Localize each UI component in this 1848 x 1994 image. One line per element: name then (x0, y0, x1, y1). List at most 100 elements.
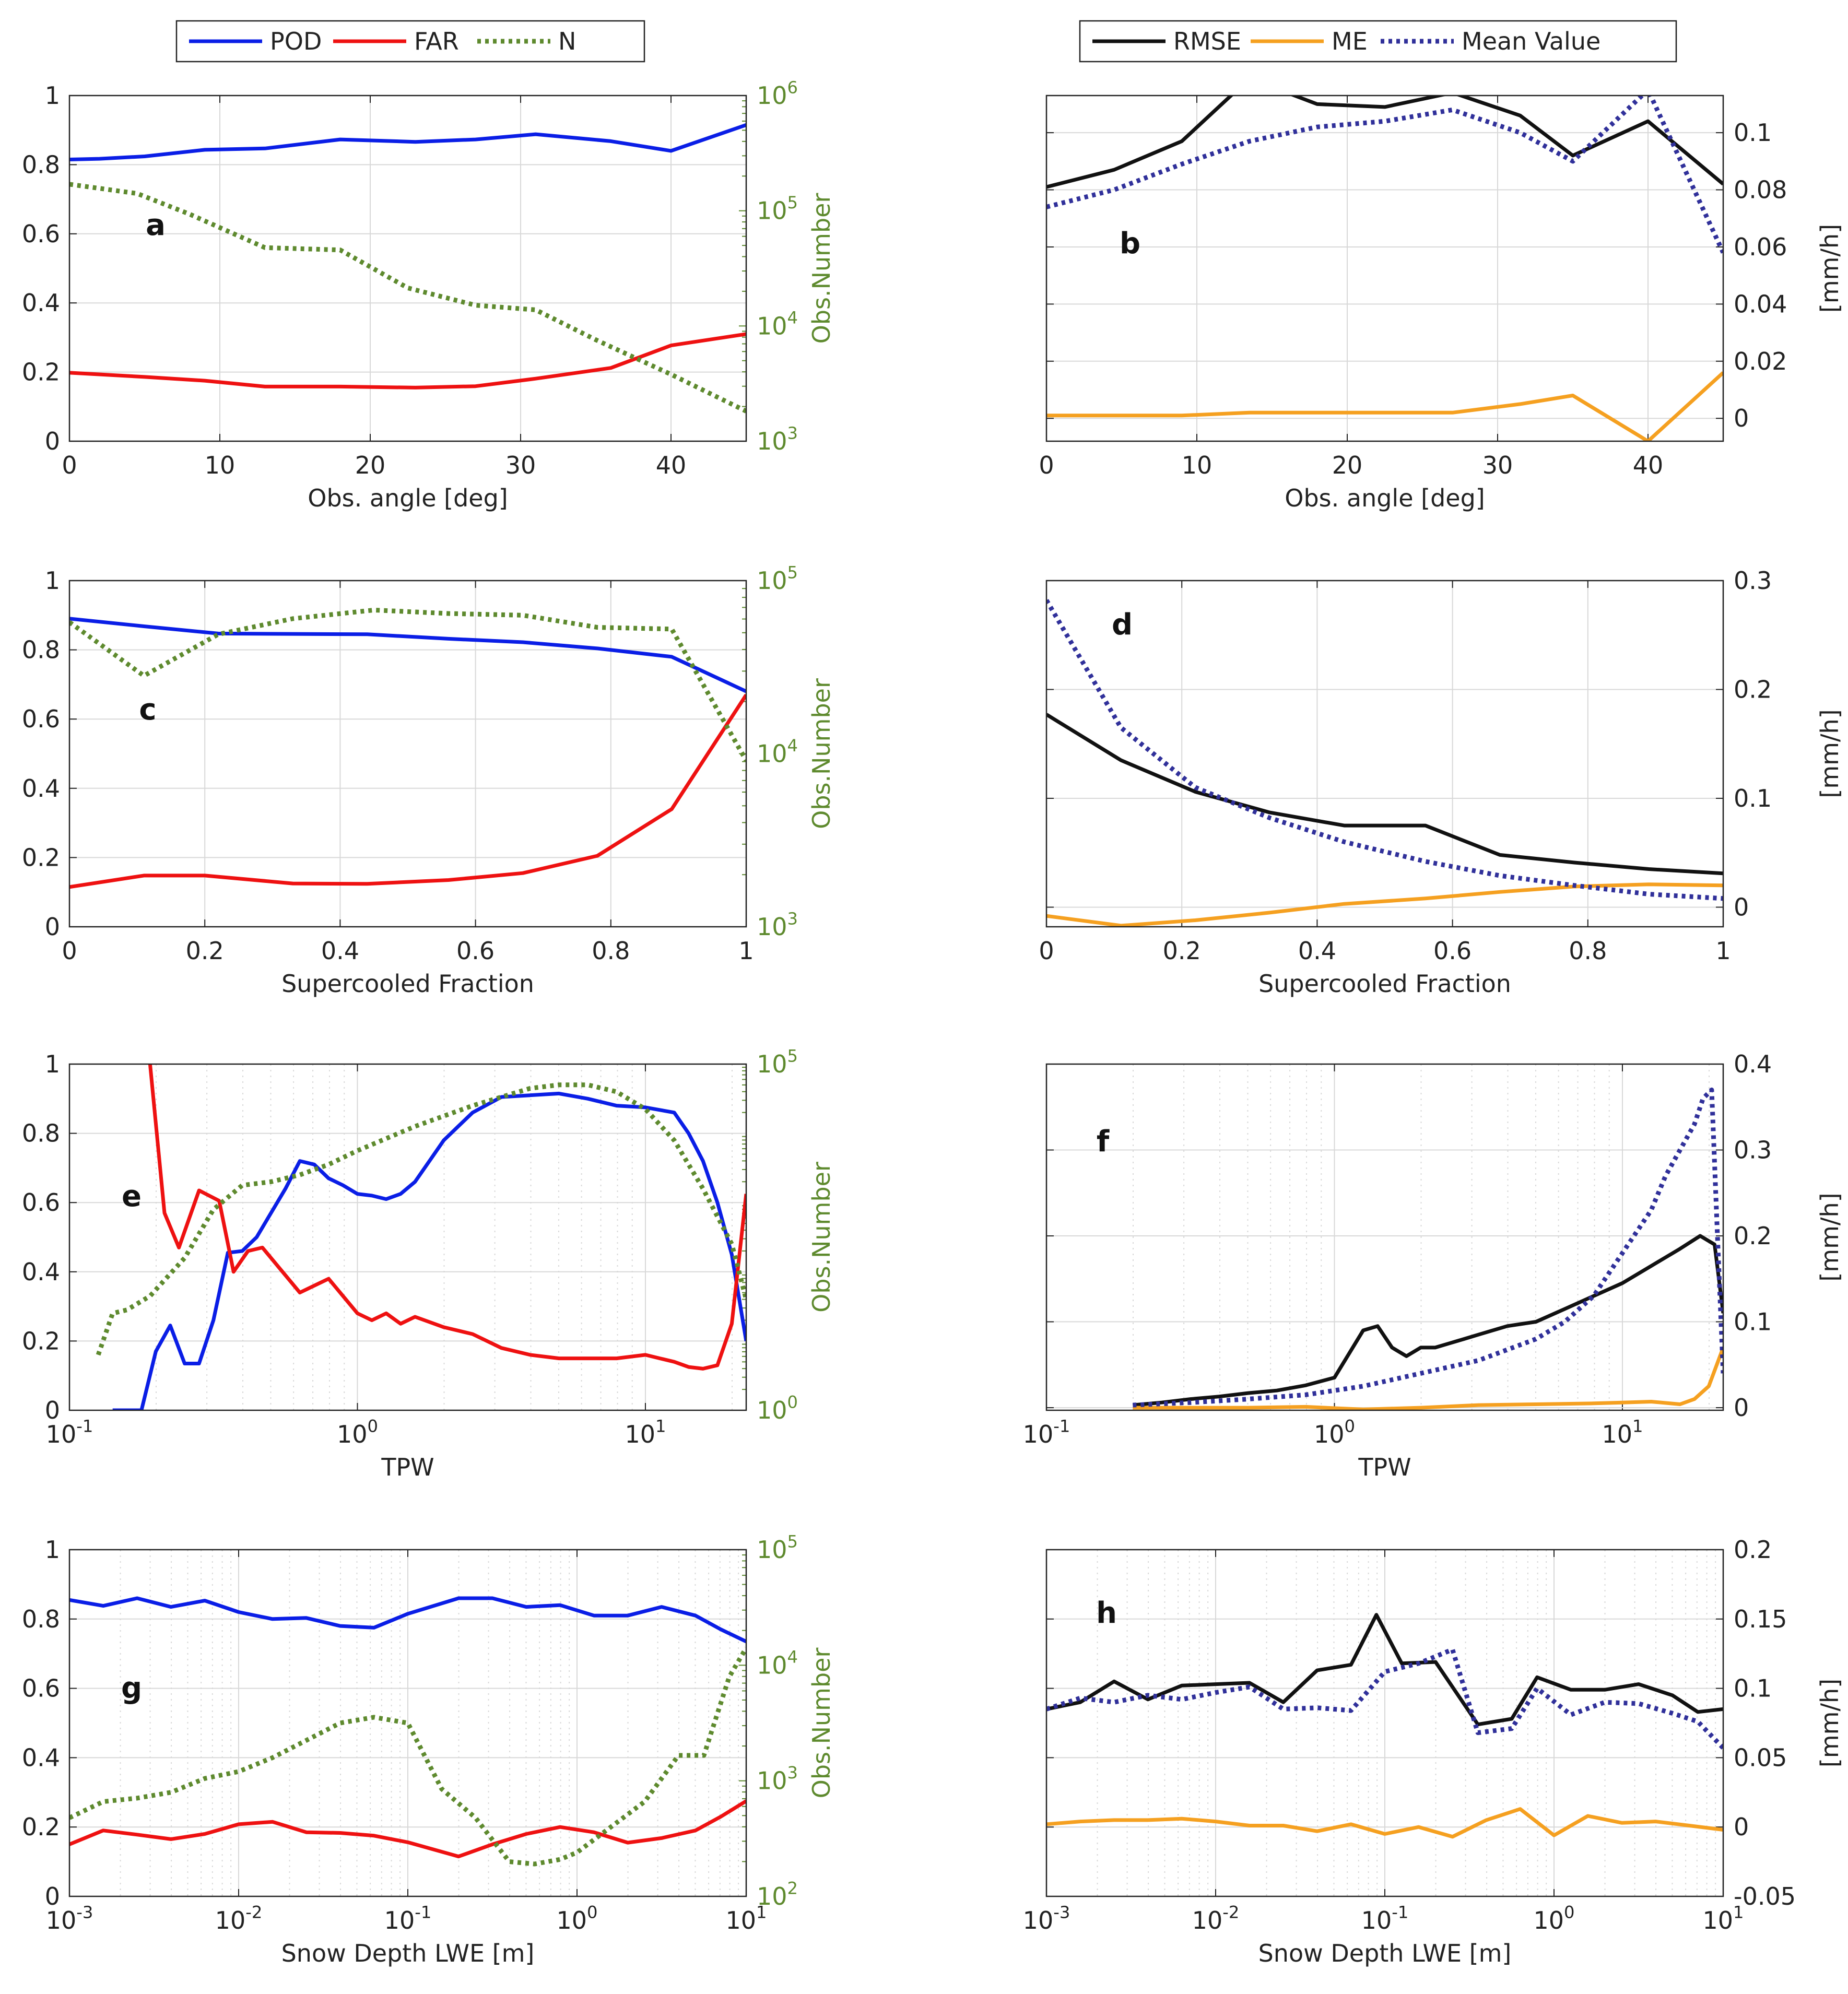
panel-c-y2tick-label: 103 (757, 908, 798, 941)
panel-c-ytick-label: 0.2 (22, 843, 60, 871)
panel-c-xtick-label: 0.2 (186, 937, 224, 965)
panel-e-x-label: TPW (381, 1453, 434, 1481)
panel-a-ytick-label: 1 (45, 81, 60, 110)
panel-c-xtick-label: 1 (738, 937, 754, 965)
panel-g-ytick-label: 0 (45, 1882, 60, 1910)
panel-h-xtick-label: 10-1 (1361, 1902, 1409, 1934)
panel-c-series-n (69, 607, 746, 762)
panel-h-ytick-label: 0.05 (1734, 1743, 1787, 1772)
panel-b-ytick-label: 0.1 (1734, 119, 1772, 147)
panel-f-x-label: TPW (1358, 1453, 1411, 1481)
panel-e-series-far (148, 1064, 746, 1371)
legend-right-label-mean: Mean Value (1462, 27, 1600, 55)
panel-c-ytick-label: 0.6 (22, 705, 60, 733)
panel-g-ytick-label: 0.4 (22, 1743, 60, 1772)
panel-f-ytick-label: 0.2 (1734, 1222, 1772, 1250)
panel-b-ytick-label: 0 (1734, 404, 1749, 432)
panel-d-axes (1045, 580, 1724, 928)
panel-g-axes (68, 1549, 747, 1897)
panel-b-ytick-label: 0.02 (1734, 347, 1787, 375)
panel-f-ytick-label: 0.4 (1734, 1050, 1772, 1078)
panel-b-series-me (1046, 371, 1723, 441)
panel-a-xtick-label: 0 (62, 451, 77, 479)
panel-g-y2tick-label: 104 (757, 1647, 798, 1680)
panel-e-ytick-label: 0.8 (22, 1119, 60, 1148)
panel-e-series-n (96, 1082, 746, 1356)
panel-b-ytick-label: 0.06 (1734, 233, 1787, 261)
panel-f-y-label: [mm/h] (1816, 1193, 1844, 1281)
panel-g-ytick-label: 0.8 (22, 1605, 60, 1633)
panel-e-y2tick-label: 105 (757, 1046, 798, 1078)
panel-a-frame (68, 95, 747, 442)
panel-g-frame (68, 1549, 747, 1897)
panel-h-ytick-label: 0 (1734, 1813, 1749, 1841)
panel-a-y2-label: Obs.Number (807, 193, 835, 344)
panel-g-y2tick-label: 103 (757, 1763, 798, 1795)
panel-b-xtick-label: 10 (1182, 451, 1213, 479)
legend-left: POD FAR N (175, 20, 645, 63)
panel-d-ytick-label: 0 (1734, 893, 1749, 921)
panel-b-ytick-label: 0.08 (1734, 176, 1787, 204)
panel-c-letter: c (139, 693, 156, 727)
panel-b-y-label: [mm/h] (1816, 224, 1844, 313)
panel-a-y2tick-label: 105 (757, 193, 798, 225)
panel-d-y-label: [mm/h] (1816, 709, 1844, 798)
panel-f-xtick-label: 101 (1602, 1416, 1643, 1448)
panel-f-series-mean (1133, 1087, 1723, 1408)
panel-d-xtick-label: 0.2 (1163, 937, 1201, 965)
panel-e-y2-label: Obs.Number (807, 1162, 835, 1313)
panel-g-y2-label: Obs.Number (807, 1648, 835, 1799)
panel-c-ytick-label: 1 (45, 567, 60, 595)
legend-right-label-rmse: RMSE (1173, 27, 1241, 55)
panel-a-y2tick-label: 106 (757, 77, 798, 110)
panel-d-ytick-label: 0.3 (1734, 567, 1772, 595)
panel-d-ytick-label: 0.2 (1734, 675, 1772, 703)
panel-c-x-label: Supercooled Fraction (281, 970, 534, 998)
panel-h-x-label: Snow Depth LWE [m] (1258, 1939, 1512, 1967)
panel-g-ytick-label: 0.6 (22, 1674, 60, 1703)
panel-b-xtick-label: 30 (1482, 451, 1513, 479)
panel-c-series-pod (69, 617, 746, 693)
panel-h-ytick-label: 0.15 (1734, 1605, 1787, 1633)
panel-a-ytick-label: 0.6 (22, 220, 60, 248)
panel-c-xtick-label: 0.4 (321, 937, 359, 965)
panel-h-series-mean (1046, 1647, 1723, 1750)
panel-g-xtick-label: 100 (556, 1902, 597, 1934)
panel-g-series-pod (69, 1596, 746, 1644)
panel-e-ytick-label: 0.2 (22, 1327, 60, 1355)
legend-right: RMSE ME Mean Value (1079, 20, 1677, 63)
panel-b-x-label: Obs. angle [deg] (1285, 484, 1485, 512)
panel-g-x-label: Snow Depth LWE [m] (281, 1939, 535, 1967)
panel-d-frame (1045, 580, 1724, 928)
panel-d-series-mean (1046, 599, 1723, 901)
panel-e-ytick-label: 0 (45, 1396, 60, 1424)
panel-f-ytick-label: 0.1 (1734, 1308, 1772, 1336)
panel-b-xtick-label: 0 (1039, 451, 1054, 479)
panel-e-xtick-label: 101 (625, 1416, 666, 1448)
panel-g-xtick-label: 10-3 (46, 1902, 93, 1934)
panel-a-ytick-label: 0.8 (22, 150, 60, 179)
panel-c-y2tick-label: 104 (757, 736, 798, 768)
panel-f-series-me (1133, 1347, 1723, 1410)
panel-a-y2tick-label: 104 (757, 308, 798, 340)
panel-h-ytick-label: -0.05 (1734, 1882, 1796, 1910)
panel-h-axes (1045, 1549, 1724, 1897)
panel-g-xtick-label: 101 (725, 1902, 767, 1934)
panel-e-series-pod (112, 1091, 746, 1410)
panel-f-ytick-label: 0 (1734, 1394, 1749, 1422)
panel-h-xtick-label: 100 (1533, 1902, 1574, 1934)
panel-c-xtick-label: 0 (62, 937, 77, 965)
panel-b-series-rmse (1046, 96, 1723, 189)
panel-d-xtick-label: 0 (1039, 937, 1054, 965)
panel-f-axes (1045, 1063, 1724, 1411)
panel-c-ytick-label: 0.4 (22, 774, 60, 803)
panel-b-series-mean (1046, 96, 1723, 254)
panel-e-ytick-label: 0.4 (22, 1258, 60, 1286)
panel-d-xtick-label: 0.6 (1433, 937, 1472, 965)
panel-a-xtick-label: 10 (205, 451, 236, 479)
panel-b-ytick-label: 0.04 (1734, 290, 1787, 318)
panel-h-xtick-label: 101 (1702, 1902, 1744, 1934)
panel-g-y2tick-label: 105 (757, 1531, 798, 1564)
panel-e-frame (68, 1063, 747, 1411)
panel-d-xtick-label: 0.4 (1298, 937, 1336, 965)
